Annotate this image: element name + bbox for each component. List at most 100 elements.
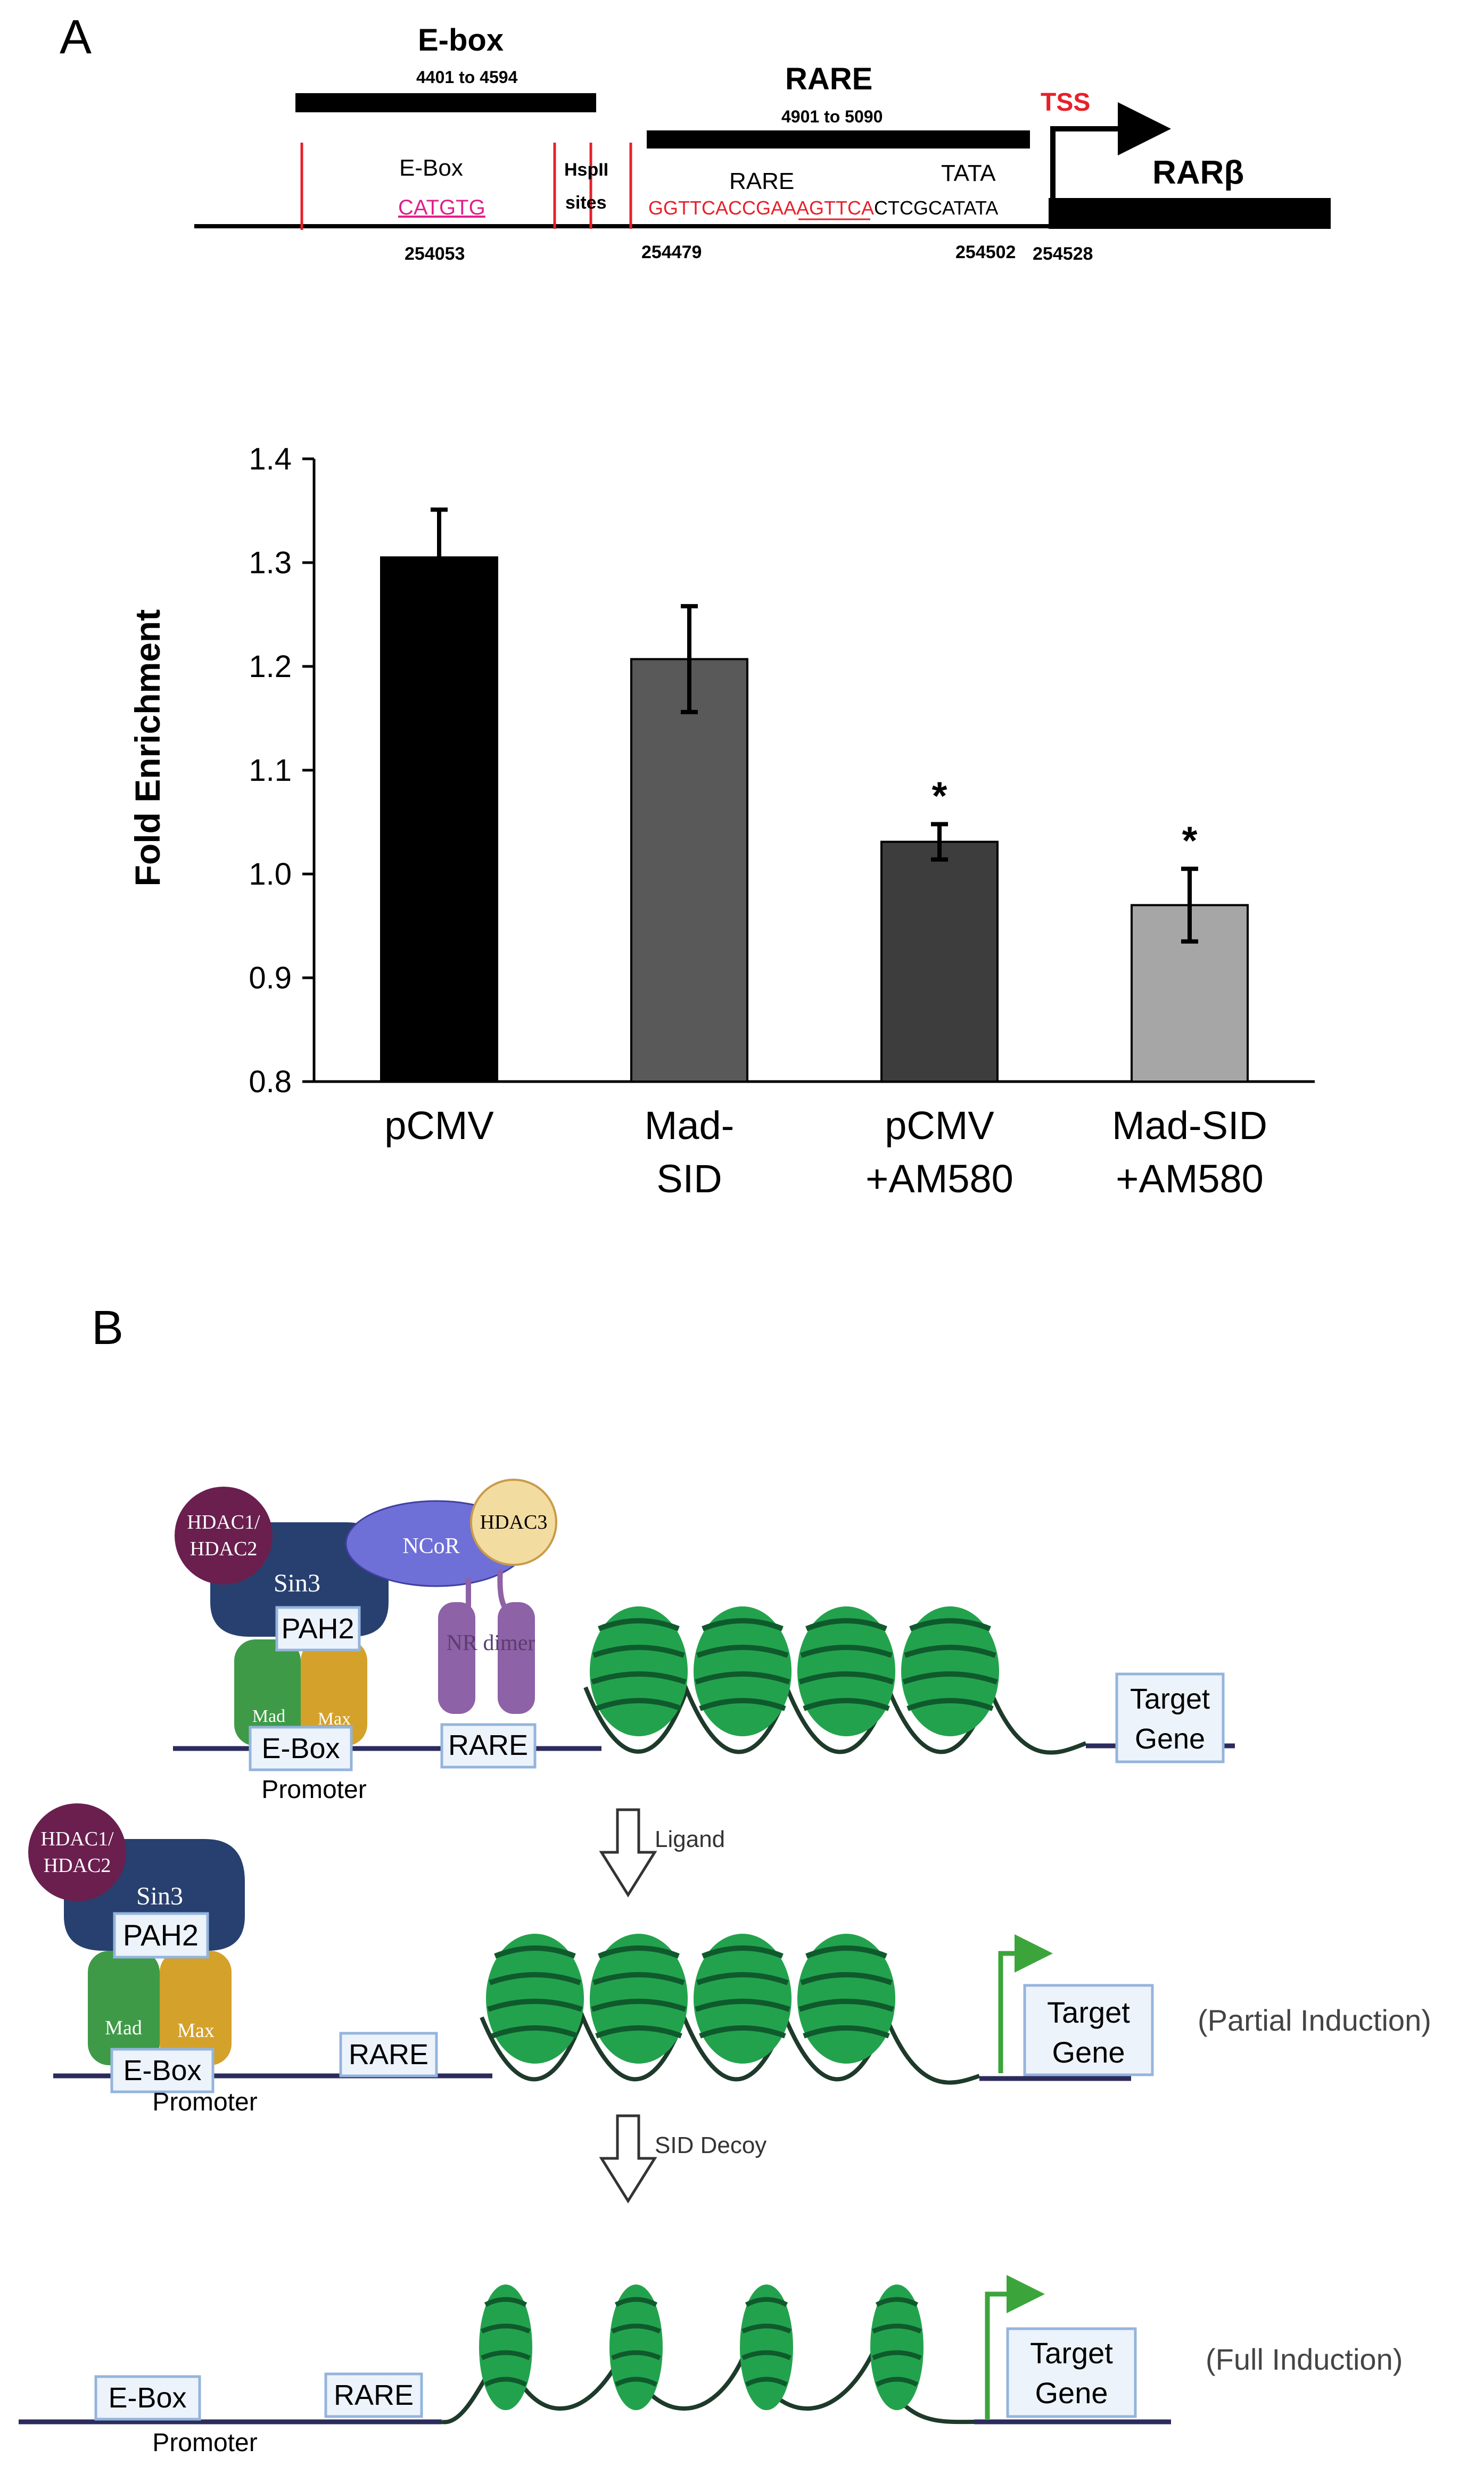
position-label: 254479 — [641, 242, 702, 262]
rare-label: RARE — [448, 1729, 528, 1761]
hdac12-protein — [175, 1487, 273, 1585]
position-label: 254502 — [955, 242, 1016, 262]
pah2-label: PAH2 — [123, 1918, 199, 1952]
state-repressed: Sin3 HDAC1/ HDAC2 Mad Max PAH2 E-Box Pro… — [173, 1479, 1235, 1804]
ligand-arrow: Ligand — [599, 1808, 725, 1898]
ebox-sequence: CATGTG — [398, 196, 485, 219]
x-tick-label: +AM580 — [1116, 1157, 1264, 1201]
target-gene-label-line1: Target — [1130, 1683, 1210, 1715]
sin3-label: Sin3 — [274, 1569, 320, 1597]
hdac12-protein — [28, 1803, 126, 1901]
bar — [630, 658, 748, 1083]
rare-box — [440, 1723, 537, 1769]
y-tick-label: 0.9 — [249, 961, 292, 995]
hdac12-label-line1: HDAC1/ — [40, 1828, 114, 1850]
target-gene-label-line2: Gene — [1052, 2035, 1125, 2069]
ebox-box — [249, 1726, 353, 1771]
promoter-label: Promoter — [152, 2088, 257, 2116]
max-protein — [301, 1639, 367, 1746]
pah2-box — [275, 1606, 361, 1652]
x-tick-label: SID — [656, 1157, 722, 1201]
promoter-label: Promoter — [152, 2429, 257, 2457]
x-tick-label: Mad- — [645, 1103, 735, 1148]
rare-region-range: 4901 to 5090 — [781, 107, 883, 126]
tss-label: TSS — [1041, 88, 1090, 117]
max-label: Max — [177, 2019, 215, 2042]
promoter-label: Promoter — [261, 1776, 366, 1804]
nucleosome — [479, 2285, 532, 2410]
panel-a-label: A — [60, 11, 92, 64]
significance-marker: * — [932, 773, 947, 818]
nucleosome — [901, 1606, 999, 1736]
nucleosome — [694, 1606, 792, 1736]
target-gene-box — [1115, 1672, 1225, 1763]
target-gene-label-line2: Gene — [1135, 1723, 1205, 1755]
rare-label: RARE — [334, 2379, 414, 2411]
rare-label: RARE — [349, 2039, 428, 2071]
mad-protein — [88, 1951, 160, 2065]
hdac12-label-line2: HDAC2 — [44, 1854, 111, 1877]
target-gene-label-line1: Target — [1030, 2336, 1113, 2370]
hspii-label-line1: HspII — [564, 160, 608, 180]
target-gene-box — [1006, 2327, 1137, 2418]
nr-monomer — [438, 1602, 475, 1714]
x-tick-label: +AM580 — [865, 1157, 1013, 1201]
nucleosome — [740, 2285, 793, 2410]
hdac12-label-line2: HDAC2 — [190, 1538, 258, 1560]
mad-protein — [234, 1639, 301, 1746]
y-tick-label: 1.2 — [249, 649, 292, 684]
hdac3-label: HDAC3 — [480, 1511, 548, 1533]
ebox-box — [94, 2375, 201, 2421]
transcription-arrow — [998, 1934, 1053, 2073]
target-gene-label-line1: Target — [1047, 1995, 1130, 2029]
y-tick-label: 0.8 — [249, 1065, 292, 1099]
nucleosome — [486, 1934, 584, 2064]
rare-sequence: GGTTCACCGAAAGTTCACTCGCATATA — [648, 197, 998, 219]
ligand-label: Ligand — [655, 1826, 725, 1852]
ebox-label: E-Box — [261, 1733, 340, 1764]
transcription-arrow — [985, 2275, 1045, 2419]
nr-dimer-label: NR dimer — [447, 1631, 535, 1655]
position-label: 254053 — [405, 244, 465, 264]
ebox-region-bar — [295, 93, 596, 112]
x-tick-label: pCMV — [885, 1103, 994, 1148]
tata-label: TATA — [941, 160, 996, 186]
significance-marker: * — [1182, 818, 1198, 862]
nucleosome — [694, 1934, 792, 2064]
ebox-region-range: 4401 to 4594 — [416, 68, 518, 87]
sin3-label: Sin3 — [136, 1882, 183, 1910]
rare-sequence-red: GGTTCACCGAAAGTTCA — [648, 197, 874, 219]
nucleosome — [609, 2285, 663, 2410]
ebox-site-label: E-Box — [399, 155, 463, 181]
bar — [880, 840, 999, 1083]
state-full-induction: E-Box Promoter RARE Target Gene (Full In… — [19, 2275, 1403, 2457]
rar-beta-gene-block — [1049, 198, 1331, 229]
rare-box — [324, 2372, 423, 2418]
panel-a: A RARβ E-box 4401 to 4594 RARE 4901 to 5… — [60, 11, 1331, 1201]
state-partial-induction: Sin3 HDAC1/ HDAC2 Mad Max PAH2 E-Box Pro… — [28, 1803, 1431, 2116]
ebox-label: E-Box — [123, 2055, 201, 2087]
position-label: 254528 — [1033, 244, 1093, 264]
fold-enrichment-chart: Fold Enrichment 0.8 0.9 1.0 1.1 1.2 1.3 1.4 pCM… — [128, 442, 1315, 1201]
tss-arrow — [1050, 102, 1171, 226]
y-tick-label: 1.4 — [249, 442, 292, 476]
nr-monomer — [498, 1602, 535, 1714]
y-tick-label: 1.0 — [249, 857, 292, 892]
partial-induction-caption: (Partial Induction) — [1198, 2003, 1431, 2037]
nucleosome — [797, 1934, 895, 2064]
panel-b: B Sin3 — [19, 1301, 1431, 2457]
max-label: Max — [318, 1709, 351, 1729]
promoter-map: RARβ E-box 4401 to 4594 RARE 4901 to 509… — [194, 23, 1331, 264]
ebox-box — [110, 2048, 215, 2093]
x-tick-label: Mad-SID — [1112, 1103, 1267, 1148]
ncor-label: NCoR — [402, 1534, 459, 1558]
rare-box — [339, 2032, 438, 2077]
y-tick-label: 1.3 — [249, 546, 292, 580]
nucleosome — [590, 1606, 688, 1736]
mad-label: Mad — [105, 2017, 142, 2039]
max-protein — [160, 1951, 232, 2065]
hdac3-protein — [470, 1479, 557, 1566]
ebox-label: E-Box — [108, 2382, 186, 2414]
nucleosome — [797, 1606, 895, 1736]
